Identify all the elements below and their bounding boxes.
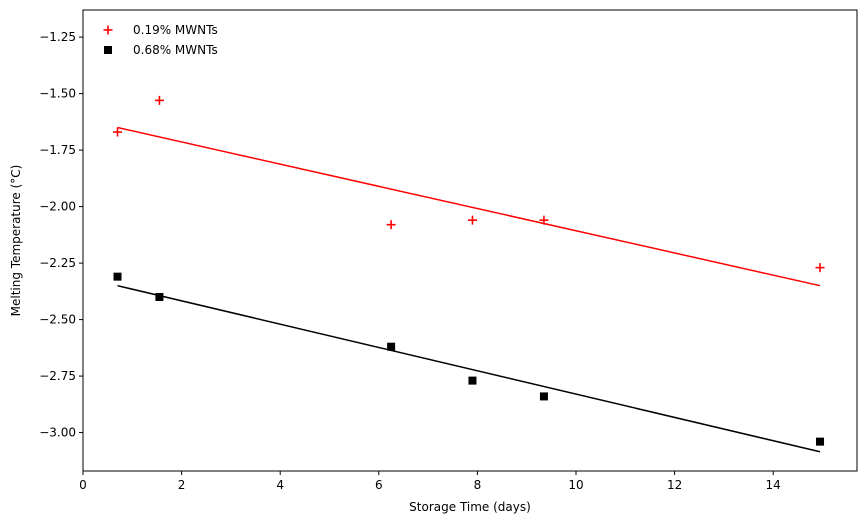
y-axis-label: Melting Temperature (°C) bbox=[9, 165, 23, 317]
series-068-trend-line bbox=[117, 284, 821, 453]
x-tick-label: 4 bbox=[276, 478, 284, 492]
series-019-trend-line bbox=[117, 126, 821, 287]
x-tick-label: 12 bbox=[667, 478, 682, 492]
x-axis-label: Storage Time (days) bbox=[409, 500, 531, 514]
plot-area bbox=[113, 95, 825, 453]
y-tick-label: −1.75 bbox=[39, 143, 76, 157]
y-tick-label: −2.25 bbox=[39, 256, 76, 270]
y-tick-label: −3.00 bbox=[39, 426, 76, 440]
series-068-point bbox=[539, 392, 548, 401]
x-axis-ticks: 0 2 4 6 8 10 12 14 bbox=[79, 471, 781, 492]
series-068-point bbox=[113, 272, 122, 281]
legend: 0.19% MWNTs 0.68% MWNTs bbox=[103, 23, 218, 57]
axes-frame bbox=[82, 9, 858, 472]
x-tick-label: 14 bbox=[766, 478, 781, 492]
series-068-point bbox=[816, 437, 825, 446]
series-068-point bbox=[387, 342, 396, 351]
y-tick-label: −1.25 bbox=[39, 30, 76, 44]
series-068-point bbox=[468, 376, 477, 385]
y-tick-label: −2.00 bbox=[39, 200, 76, 214]
y-axis-ticks: −3.00 −2.75 −2.50 −2.25 −2.00 −1.75 −1.50 −1.25 bbox=[39, 30, 83, 440]
series-019-point bbox=[113, 127, 123, 137]
legend-marker bbox=[103, 25, 113, 35]
legend-entry-label: 0.68% MWNTs bbox=[133, 43, 218, 57]
y-tick-label: −2.75 bbox=[39, 369, 76, 383]
series-019-point bbox=[815, 263, 825, 273]
series-019-point bbox=[386, 220, 396, 230]
x-tick-label: 10 bbox=[568, 478, 583, 492]
legend-entry-label: 0.19% MWNTs bbox=[133, 23, 218, 37]
y-tick-label: −1.50 bbox=[39, 87, 76, 101]
legend-marker bbox=[104, 46, 112, 54]
x-tick-label: 8 bbox=[474, 478, 482, 492]
x-tick-label: 2 bbox=[178, 478, 186, 492]
series-019-point bbox=[467, 215, 477, 225]
series-019-point bbox=[539, 215, 549, 225]
x-tick-label: 0 bbox=[79, 478, 87, 492]
series-019-point bbox=[154, 95, 164, 105]
y-tick-label: −2.50 bbox=[39, 313, 76, 327]
x-tick-label: 6 bbox=[375, 478, 383, 492]
series-068-point bbox=[155, 292, 164, 301]
